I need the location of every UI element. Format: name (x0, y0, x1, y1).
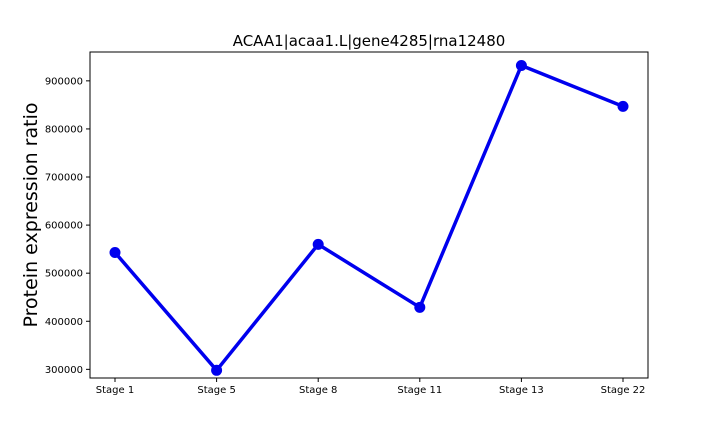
y-axis-label: Protein expression ratio (20, 103, 42, 328)
data-point (515, 59, 527, 71)
x-tick-label: Stage 1 (96, 385, 134, 396)
data-point (211, 364, 223, 376)
y-tick-label: 300000 (45, 365, 83, 376)
x-tick-label: Stage 13 (499, 385, 544, 396)
y-tick-label: 500000 (45, 269, 83, 280)
y-tick-label: 600000 (45, 221, 83, 232)
data-point (617, 100, 629, 112)
x-axis: Stage 1 Stage 5 Stage 8 Stage 11 Stage 13 Sta… (96, 378, 646, 396)
chart-title: ACAA1|acaa1.L|gene4285|rna12480 (233, 32, 506, 50)
y-tick-label: 800000 (45, 124, 83, 135)
y-tick-label: 400000 (45, 317, 83, 328)
data-point (109, 247, 121, 259)
plot-area (89, 51, 649, 379)
x-tick-label: Stage 5 (197, 385, 235, 396)
y-tick-label: 700000 (45, 173, 83, 184)
data-point (414, 301, 426, 313)
data-point (312, 238, 324, 250)
y-tick-label: 900000 (45, 76, 83, 87)
series-line (113, 63, 625, 373)
x-tick-label: Stage 11 (397, 385, 442, 396)
y-axis: 300000 400000 500000 600000 700000 800000 9000… (45, 76, 90, 376)
series-layer (109, 59, 629, 376)
x-tick-label: Stage 22 (601, 385, 646, 396)
x-tick-label: Stage 8 (299, 385, 337, 396)
